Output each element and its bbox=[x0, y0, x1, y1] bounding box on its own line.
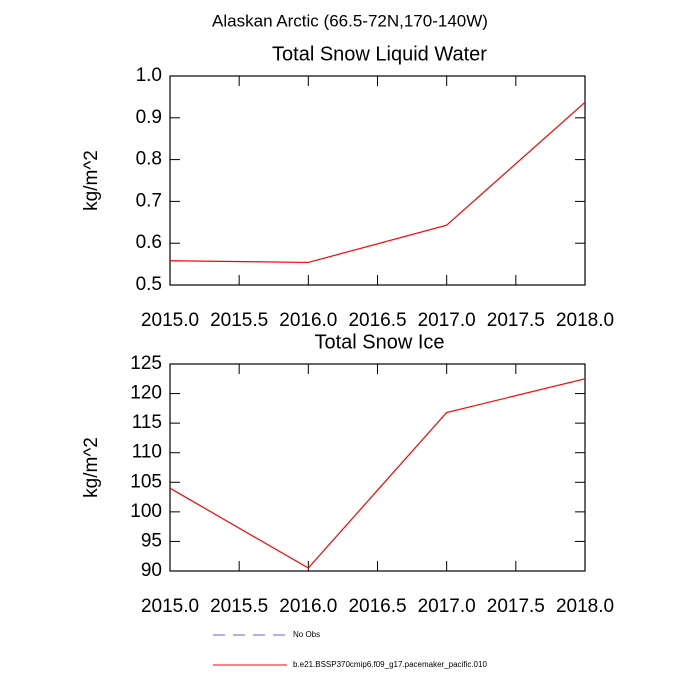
x-tick-label: 2015.0 bbox=[141, 596, 199, 617]
x-tick-label: 2017.0 bbox=[418, 596, 476, 617]
x-tick-label: 2016.0 bbox=[279, 596, 337, 617]
y-tick-label: 120 bbox=[130, 383, 162, 404]
y-tick-label: 0.6 bbox=[136, 232, 162, 253]
y-tick-label: 110 bbox=[132, 442, 162, 463]
page-title: Alaskan Arctic (66.5-72N,170-140W) bbox=[212, 11, 488, 30]
x-tick-label: 2017.0 bbox=[418, 310, 476, 331]
y-tick-label: 90 bbox=[141, 560, 162, 581]
x-tick-label: 2015.0 bbox=[141, 310, 199, 331]
y-tick-label: 105 bbox=[130, 471, 162, 492]
x-tick-label: 2015.5 bbox=[210, 596, 268, 617]
y-tick-label: 0.9 bbox=[136, 107, 162, 128]
y-tick-label: 115 bbox=[132, 412, 162, 433]
legend-label: b.e21.BSSP370cmip6.f09_g17.pacemaker_pac… bbox=[293, 660, 487, 669]
y-tick-label: 95 bbox=[141, 530, 162, 551]
chart-title: Total Snow Ice bbox=[314, 331, 444, 353]
x-tick-label: 2018.0 bbox=[556, 596, 614, 617]
y-tick-label: 1.0 bbox=[136, 65, 162, 86]
x-tick-label: 2017.5 bbox=[487, 596, 545, 617]
y-tick-label: 100 bbox=[130, 501, 162, 522]
y-tick-label: 125 bbox=[130, 353, 162, 374]
chart-title: Total Snow Liquid Water bbox=[272, 43, 487, 65]
x-tick-label: 2016.5 bbox=[348, 310, 406, 331]
y-tick-label: 0.8 bbox=[136, 149, 162, 170]
legend-label: No Obs bbox=[293, 630, 320, 639]
y-axis-label: kg/m^2 bbox=[81, 437, 102, 498]
x-tick-label: 2018.0 bbox=[556, 310, 614, 331]
data-line bbox=[169, 101, 586, 264]
x-tick-label: 2017.5 bbox=[487, 310, 545, 331]
x-tick-label: 2016.5 bbox=[348, 596, 406, 617]
x-tick-label: 2016.0 bbox=[279, 310, 337, 331]
y-tick-label: 0.5 bbox=[136, 274, 162, 295]
y-axis-label: kg/m^2 bbox=[81, 150, 102, 211]
y-tick-label: 0.7 bbox=[136, 190, 162, 211]
data-line bbox=[169, 378, 586, 569]
x-tick-label: 2015.5 bbox=[210, 310, 268, 331]
